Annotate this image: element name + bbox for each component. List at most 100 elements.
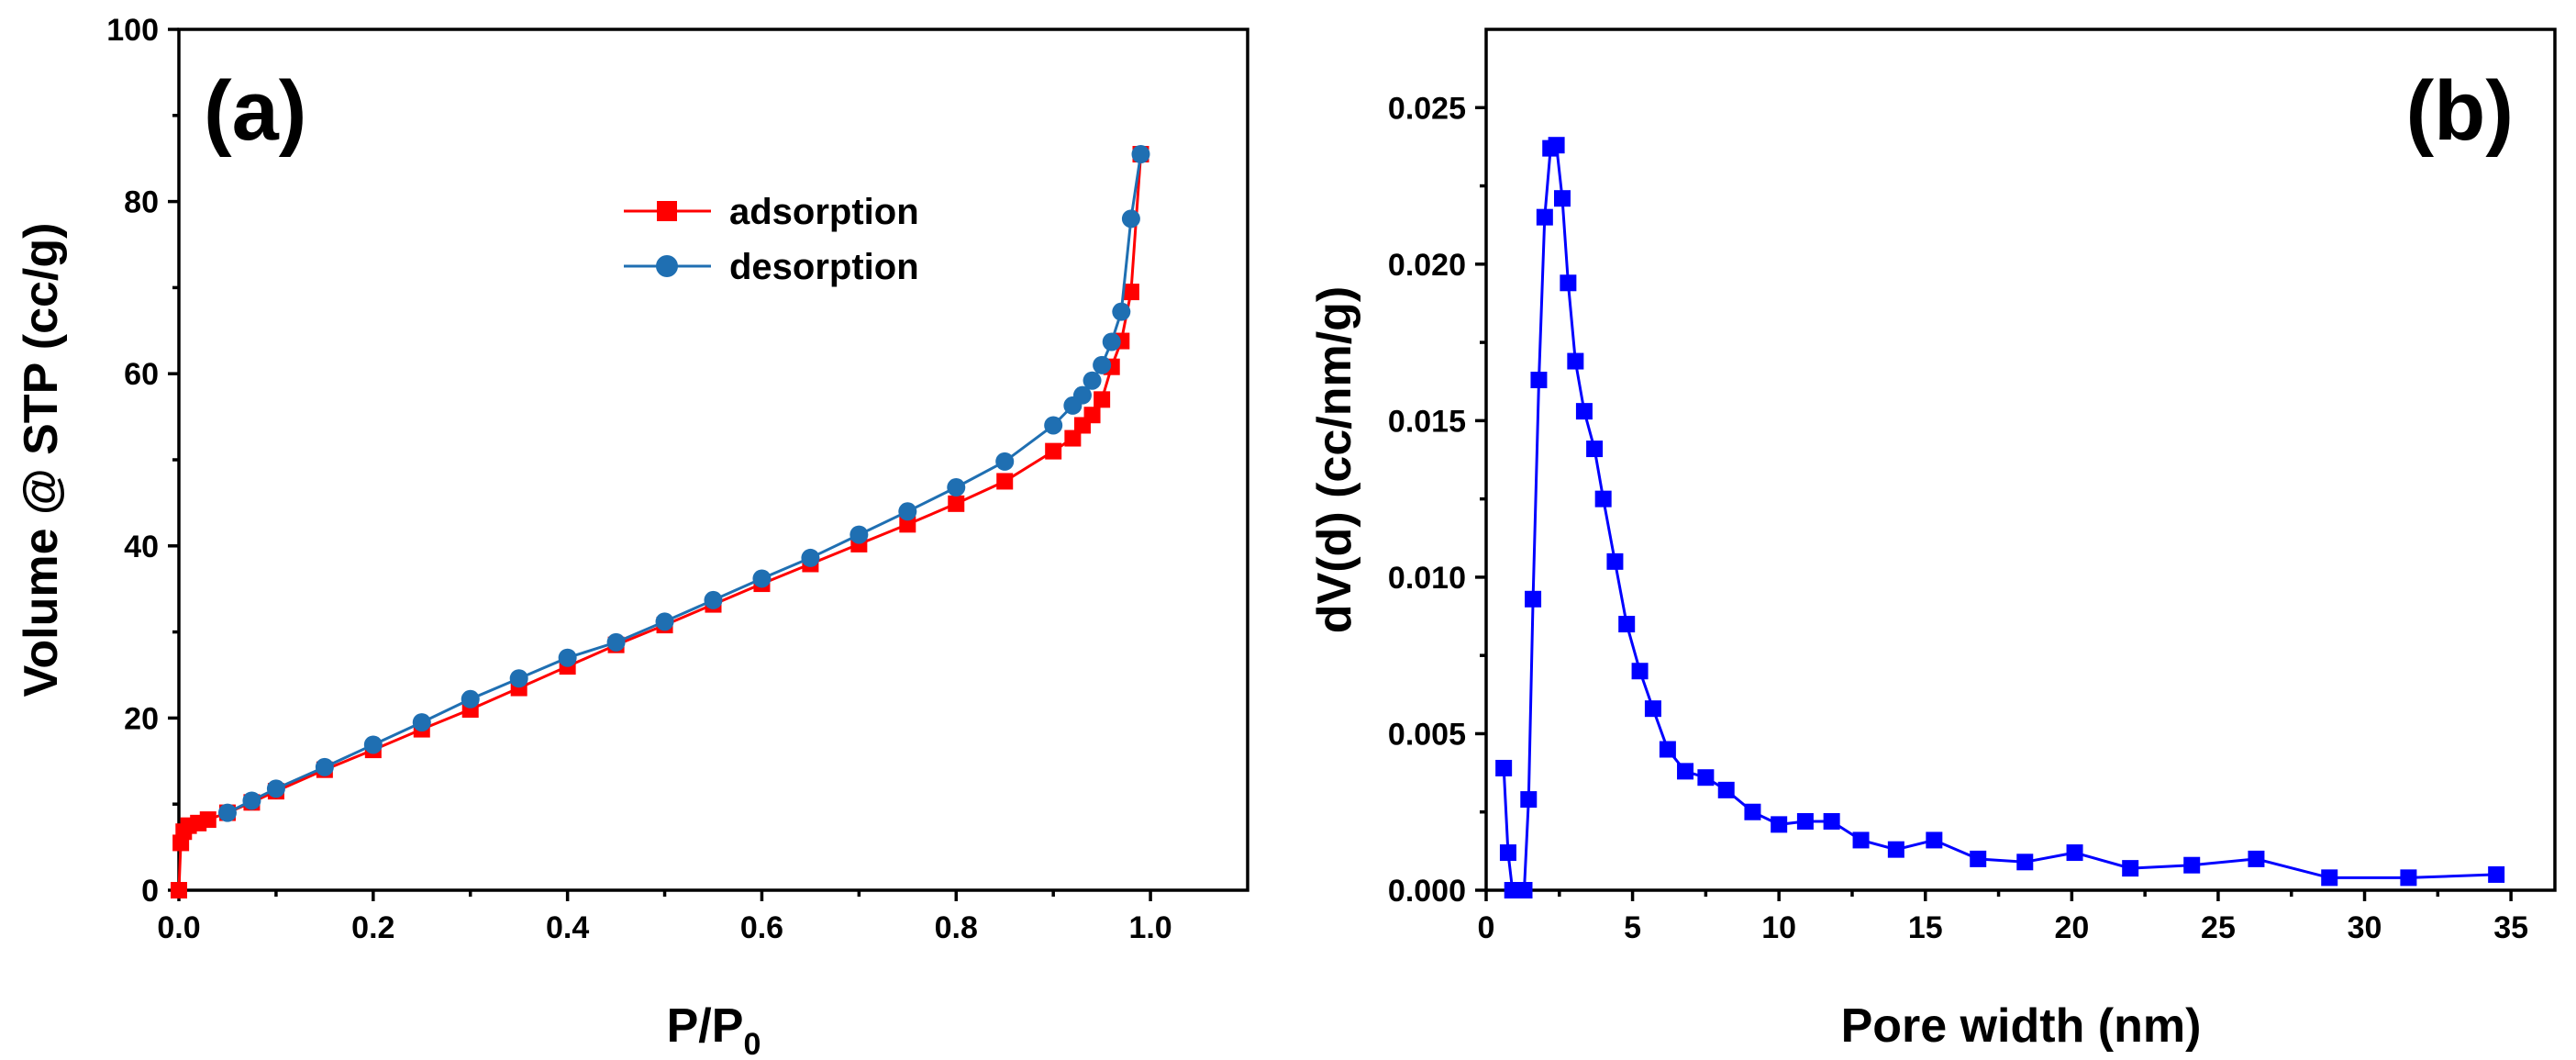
y-tick-label: 0.010 xyxy=(1388,561,1466,596)
data-point xyxy=(752,569,772,588)
data-point xyxy=(1112,302,1131,321)
panel-b: 0 5 10 15 20 25 30 35 0.000 0.005 0.010 0.015 0.020 0… xyxy=(1308,28,2557,1053)
x-tick-label: 0.6 xyxy=(740,910,783,945)
data-point xyxy=(1631,663,1649,680)
y-tick-label: 0.005 xyxy=(1388,717,1466,752)
x-tick-label: 0.8 xyxy=(935,910,978,945)
y-tick-label: 100 xyxy=(106,13,159,48)
data-point xyxy=(1516,882,1533,898)
data-point xyxy=(2066,844,2083,862)
data-point xyxy=(948,495,965,512)
x-tick-label: 35 xyxy=(2493,910,2528,945)
data-point xyxy=(1796,812,1814,830)
x-tick-label: 0.2 xyxy=(351,910,394,945)
panel-a-ticks: 0.0 0.2 0.4 0.6 0.8 1.0 0 20 40 60 80 100 xyxy=(106,13,1171,945)
data-point xyxy=(1499,844,1516,862)
data-point xyxy=(412,713,431,732)
series-line xyxy=(1502,142,2497,892)
data-point xyxy=(655,612,674,631)
legend-adsorption-marker xyxy=(657,201,677,221)
panel-a-label: (a) xyxy=(204,64,306,158)
data-point xyxy=(849,525,869,544)
data-point xyxy=(899,516,916,533)
panel-b-ylabel: dV(d) (cc/nm/g) xyxy=(1308,286,1361,633)
data-point xyxy=(1697,769,1715,787)
data-point xyxy=(1887,841,1904,858)
y-tick-label: 0.000 xyxy=(1388,874,1466,909)
data-point xyxy=(801,548,820,567)
data-point xyxy=(266,779,285,798)
data-point xyxy=(1536,208,1553,226)
data-point xyxy=(1659,741,1676,758)
data-point xyxy=(171,882,187,898)
x-tick-label: 25 xyxy=(2201,910,2236,945)
data-point xyxy=(199,811,217,829)
data-point xyxy=(1131,145,1150,164)
data-point xyxy=(1594,490,1612,508)
panel-b-ticks: 0 5 10 15 20 25 30 35 0.000 0.005 0.010 0.015 0.020 0… xyxy=(1388,91,2528,945)
data-point xyxy=(2016,854,2034,871)
data-point xyxy=(898,502,917,521)
data-point xyxy=(1575,403,1593,420)
panel-a-legend: adsorption desorption xyxy=(624,192,919,287)
x-tick-label: 0.0 xyxy=(157,910,200,945)
data-point xyxy=(2183,856,2201,874)
x-tick-label: 0 xyxy=(1478,910,1495,945)
y-tick-label: 20 xyxy=(124,701,159,736)
data-point xyxy=(1744,803,1761,820)
data-point xyxy=(509,669,528,688)
data-point xyxy=(461,689,480,709)
y-tick-label: 60 xyxy=(124,357,159,392)
data-point xyxy=(996,473,1014,490)
data-point xyxy=(1122,284,1139,301)
data-point xyxy=(1045,442,1062,460)
data-point xyxy=(1926,831,1943,849)
data-point xyxy=(2122,860,2139,877)
data-point xyxy=(2248,850,2265,867)
data-point xyxy=(2400,869,2417,887)
data-point xyxy=(704,590,723,609)
data-point xyxy=(1094,391,1111,408)
y-tick-label: 0 xyxy=(141,874,159,909)
data-point xyxy=(1530,372,1548,389)
data-point xyxy=(1063,396,1083,415)
data-point xyxy=(1083,371,1102,390)
panel-a-xlabel: P/P0 xyxy=(667,999,761,1060)
legend-desorption-label: desorption xyxy=(729,247,919,287)
data-point xyxy=(217,803,237,822)
panel-b-label: (b) xyxy=(2406,64,2514,158)
x-tick-label: 1.0 xyxy=(1128,910,1171,945)
y-tick-label: 0.020 xyxy=(1388,248,1466,283)
data-point xyxy=(1121,209,1140,229)
x-tick-label: 5 xyxy=(1624,910,1641,945)
data-point xyxy=(1495,759,1513,776)
data-point xyxy=(1618,616,1636,633)
data-point xyxy=(1644,700,1661,718)
y-tick-label: 0.025 xyxy=(1388,91,1466,126)
data-point xyxy=(1970,850,1987,867)
x-tick-label: 0.4 xyxy=(546,910,589,945)
data-point xyxy=(558,648,577,667)
data-point xyxy=(1560,274,1577,292)
data-point xyxy=(1525,590,1542,608)
panel-b-frame xyxy=(1484,28,2557,892)
panel-b-series xyxy=(1495,137,2505,898)
data-point xyxy=(363,735,383,754)
legend-desorption-marker xyxy=(656,255,678,277)
series-desorption xyxy=(217,145,1150,822)
data-point xyxy=(1548,137,1565,154)
data-point xyxy=(1717,781,1735,798)
data-point xyxy=(1553,190,1571,207)
data-point xyxy=(1567,352,1584,370)
data-point xyxy=(606,632,626,652)
data-point xyxy=(1064,430,1082,447)
y-tick-label: 0.015 xyxy=(1388,404,1466,439)
x-tick-label: 10 xyxy=(1761,910,1796,945)
panel-b-xlabel: Pore width (nm) xyxy=(1841,999,2202,1053)
data-point xyxy=(1677,763,1694,780)
x-tick-label: 15 xyxy=(1908,910,1943,945)
data-point xyxy=(1083,407,1101,424)
y-tick-label: 80 xyxy=(124,185,159,220)
